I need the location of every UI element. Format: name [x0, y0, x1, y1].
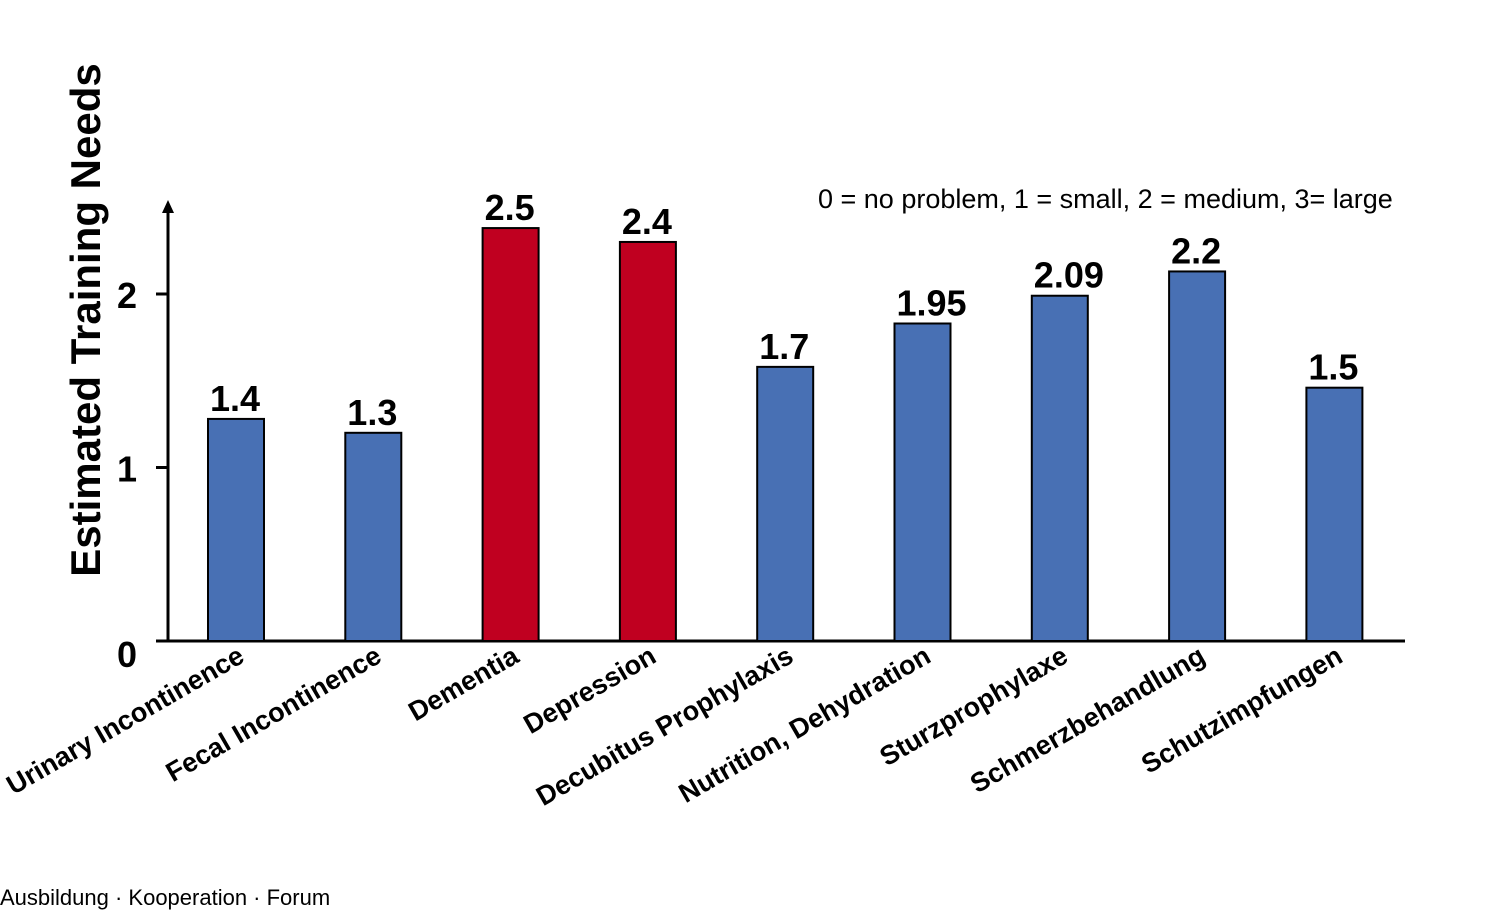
category-label: Dementia: [403, 640, 524, 727]
data-label: 1.3: [347, 392, 397, 433]
category-label: Schmerzbehandlung: [965, 640, 1210, 799]
bar: [1305, 386, 1364, 642]
data-label: 1.5: [1308, 347, 1358, 388]
data-label: 1.95: [897, 282, 967, 323]
scale-legend-note: 0 = no problem, 1 = small, 2 = medium, 3…: [818, 184, 1393, 214]
bar: [344, 431, 403, 642]
data-label: 2.4: [622, 201, 672, 242]
y-axis-label: Estimated Training Needs: [62, 63, 109, 576]
y-tick-label: 0: [117, 634, 137, 675]
bar: [1030, 294, 1089, 642]
data-label: 2.5: [485, 187, 535, 228]
data-label: 2.2: [1171, 230, 1221, 271]
data-label: 2.09: [1034, 255, 1104, 296]
data-label: 1.7: [759, 326, 809, 367]
y-axis-arrow-icon: [162, 200, 174, 213]
bar: [756, 365, 815, 642]
value-labels: 1.4 1.3 2.5 2.4 1.7 1.95 2.09 2.2 1.5: [210, 187, 1358, 433]
footer-text: Ausbildung · Kooperation · Forum: [0, 885, 331, 910]
bar: [893, 322, 952, 642]
category-label: Decubitus Prophylaxis: [531, 640, 798, 812]
bar: [1168, 270, 1227, 642]
bar: [481, 227, 540, 642]
y-tick-label: 1: [117, 449, 137, 490]
bars: [207, 227, 1364, 643]
y-tick-label: 2: [117, 275, 137, 316]
data-label: 1.4: [210, 378, 260, 419]
bar: [618, 240, 677, 642]
bar: [207, 417, 265, 643]
category-label: Nutrition, Dehydration: [674, 640, 936, 808]
